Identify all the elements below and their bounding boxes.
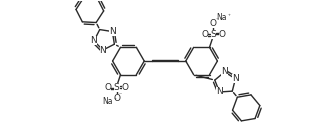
Text: ⁻: ⁻: [119, 93, 122, 99]
Text: O: O: [104, 83, 111, 92]
Text: N: N: [90, 36, 97, 45]
Text: N: N: [109, 27, 116, 36]
Text: Na: Na: [102, 97, 113, 106]
Text: ⁺: ⁺: [114, 98, 116, 103]
Text: N: N: [100, 45, 106, 55]
Text: O: O: [122, 83, 129, 92]
Text: S: S: [211, 30, 216, 39]
Text: N: N: [216, 87, 223, 97]
Text: ⁻: ⁻: [216, 19, 219, 24]
Text: ⁺: ⁺: [227, 14, 230, 19]
Text: S: S: [114, 83, 119, 92]
Text: O: O: [219, 30, 226, 39]
Text: O: O: [113, 94, 120, 103]
Text: N: N: [232, 74, 239, 83]
Text: Na: Na: [216, 13, 227, 22]
Text: O: O: [210, 19, 217, 28]
Text: O: O: [201, 30, 208, 39]
Text: N: N: [221, 67, 228, 76]
